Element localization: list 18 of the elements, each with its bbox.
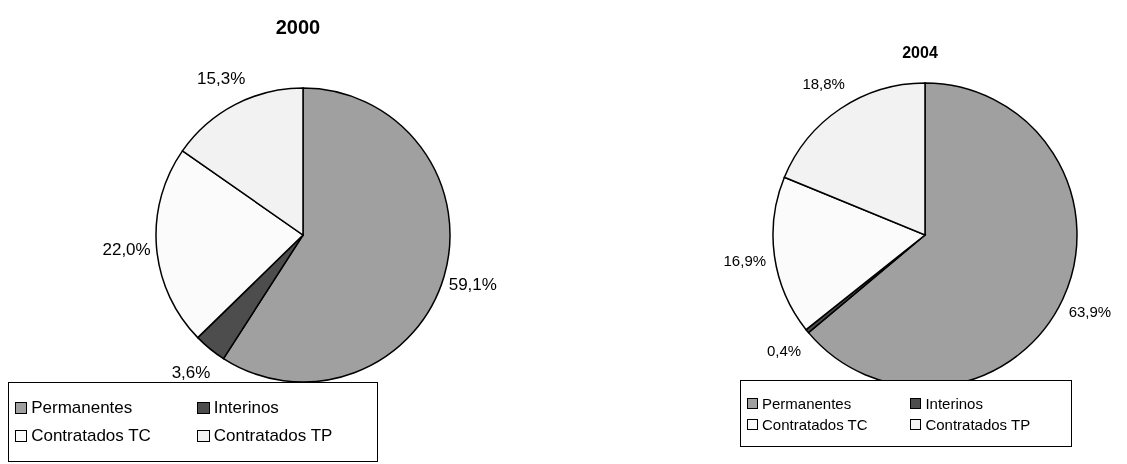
legend-label: Contratados TC	[31, 426, 151, 446]
data-label: 16,9%	[723, 252, 767, 270]
data-label: 59,1%	[448, 275, 497, 295]
chart-title: 2000	[274, 16, 322, 39]
legend-label: Permanentes	[762, 394, 852, 412]
legend-label: Permanentes	[31, 398, 133, 418]
data-label: 63,9%	[1068, 303, 1112, 321]
chart-title: 2004	[901, 44, 939, 62]
legend-label: Interinos	[213, 398, 279, 418]
data-label: 18,8%	[802, 75, 845, 93]
legend-label: Interinos	[925, 394, 983, 412]
legend-label: Contratados TP	[925, 415, 1031, 433]
data-label: 22,0%	[102, 239, 151, 259]
data-label: 0,4%	[766, 341, 802, 359]
data-label: 3,6%	[171, 362, 211, 382]
legend-label: Contratados TC	[762, 415, 868, 433]
data-label: 15,3%	[197, 68, 246, 88]
legend-label: Contratados TP	[213, 426, 333, 446]
